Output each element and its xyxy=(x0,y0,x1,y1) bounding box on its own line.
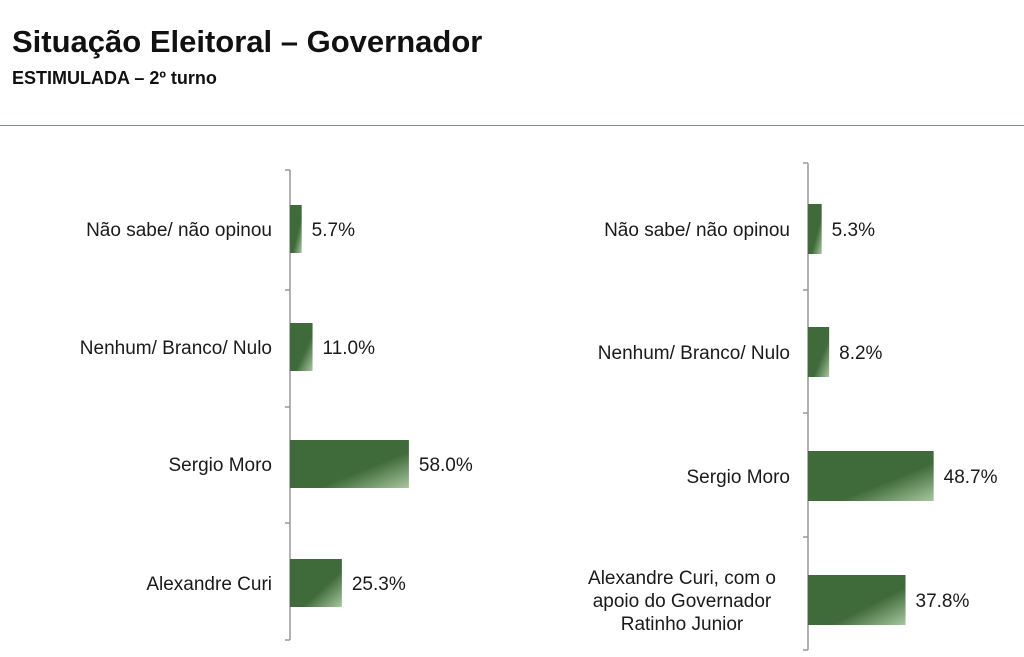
category-label: Alexandre Curi, com o xyxy=(588,568,776,589)
category-label: Alexandre Curi xyxy=(146,574,272,595)
header-divider xyxy=(0,125,1024,126)
page-subtitle: ESTIMULADA – 2º turno xyxy=(12,68,217,88)
bar xyxy=(290,323,313,371)
data-label: 37.8% xyxy=(916,591,970,612)
bar xyxy=(808,204,822,254)
bar xyxy=(808,575,906,625)
category-label: Nenhum/ Branco/ Nulo xyxy=(80,338,272,359)
category-label: Sergio Moro xyxy=(169,455,273,476)
chart-right: 5.3% Não sabe/ não opinou 8.2% Nenhum/ Bran… xyxy=(588,162,998,651)
category-label: Ratinho Junior xyxy=(621,614,744,635)
data-label: 48.7% xyxy=(944,467,998,488)
data-label: 8.2% xyxy=(839,343,882,364)
category-label: apoio do Governador xyxy=(593,591,772,612)
chart-left: 5.7% Não sabe/ não opinou 11.0% Nenhum/ Bra… xyxy=(80,169,473,641)
bar xyxy=(290,440,409,488)
data-label: 25.3% xyxy=(352,574,406,595)
category-label: Não sabe/ não opinou xyxy=(604,220,790,241)
data-label: 5.3% xyxy=(832,220,875,241)
page-title: Situação Eleitoral – Governador xyxy=(12,24,483,59)
bar xyxy=(808,327,830,377)
category-label: Não sabe/ não opinou xyxy=(86,220,272,241)
category-label: Nenhum/ Branco/ Nulo xyxy=(598,343,790,364)
bar xyxy=(290,205,302,253)
data-label: 11.0% xyxy=(323,338,376,359)
bar xyxy=(808,451,934,501)
data-label: 5.7% xyxy=(312,220,355,241)
data-label: 58.0% xyxy=(419,455,473,476)
category-label: Sergio Moro xyxy=(687,467,791,488)
bar xyxy=(290,559,342,607)
